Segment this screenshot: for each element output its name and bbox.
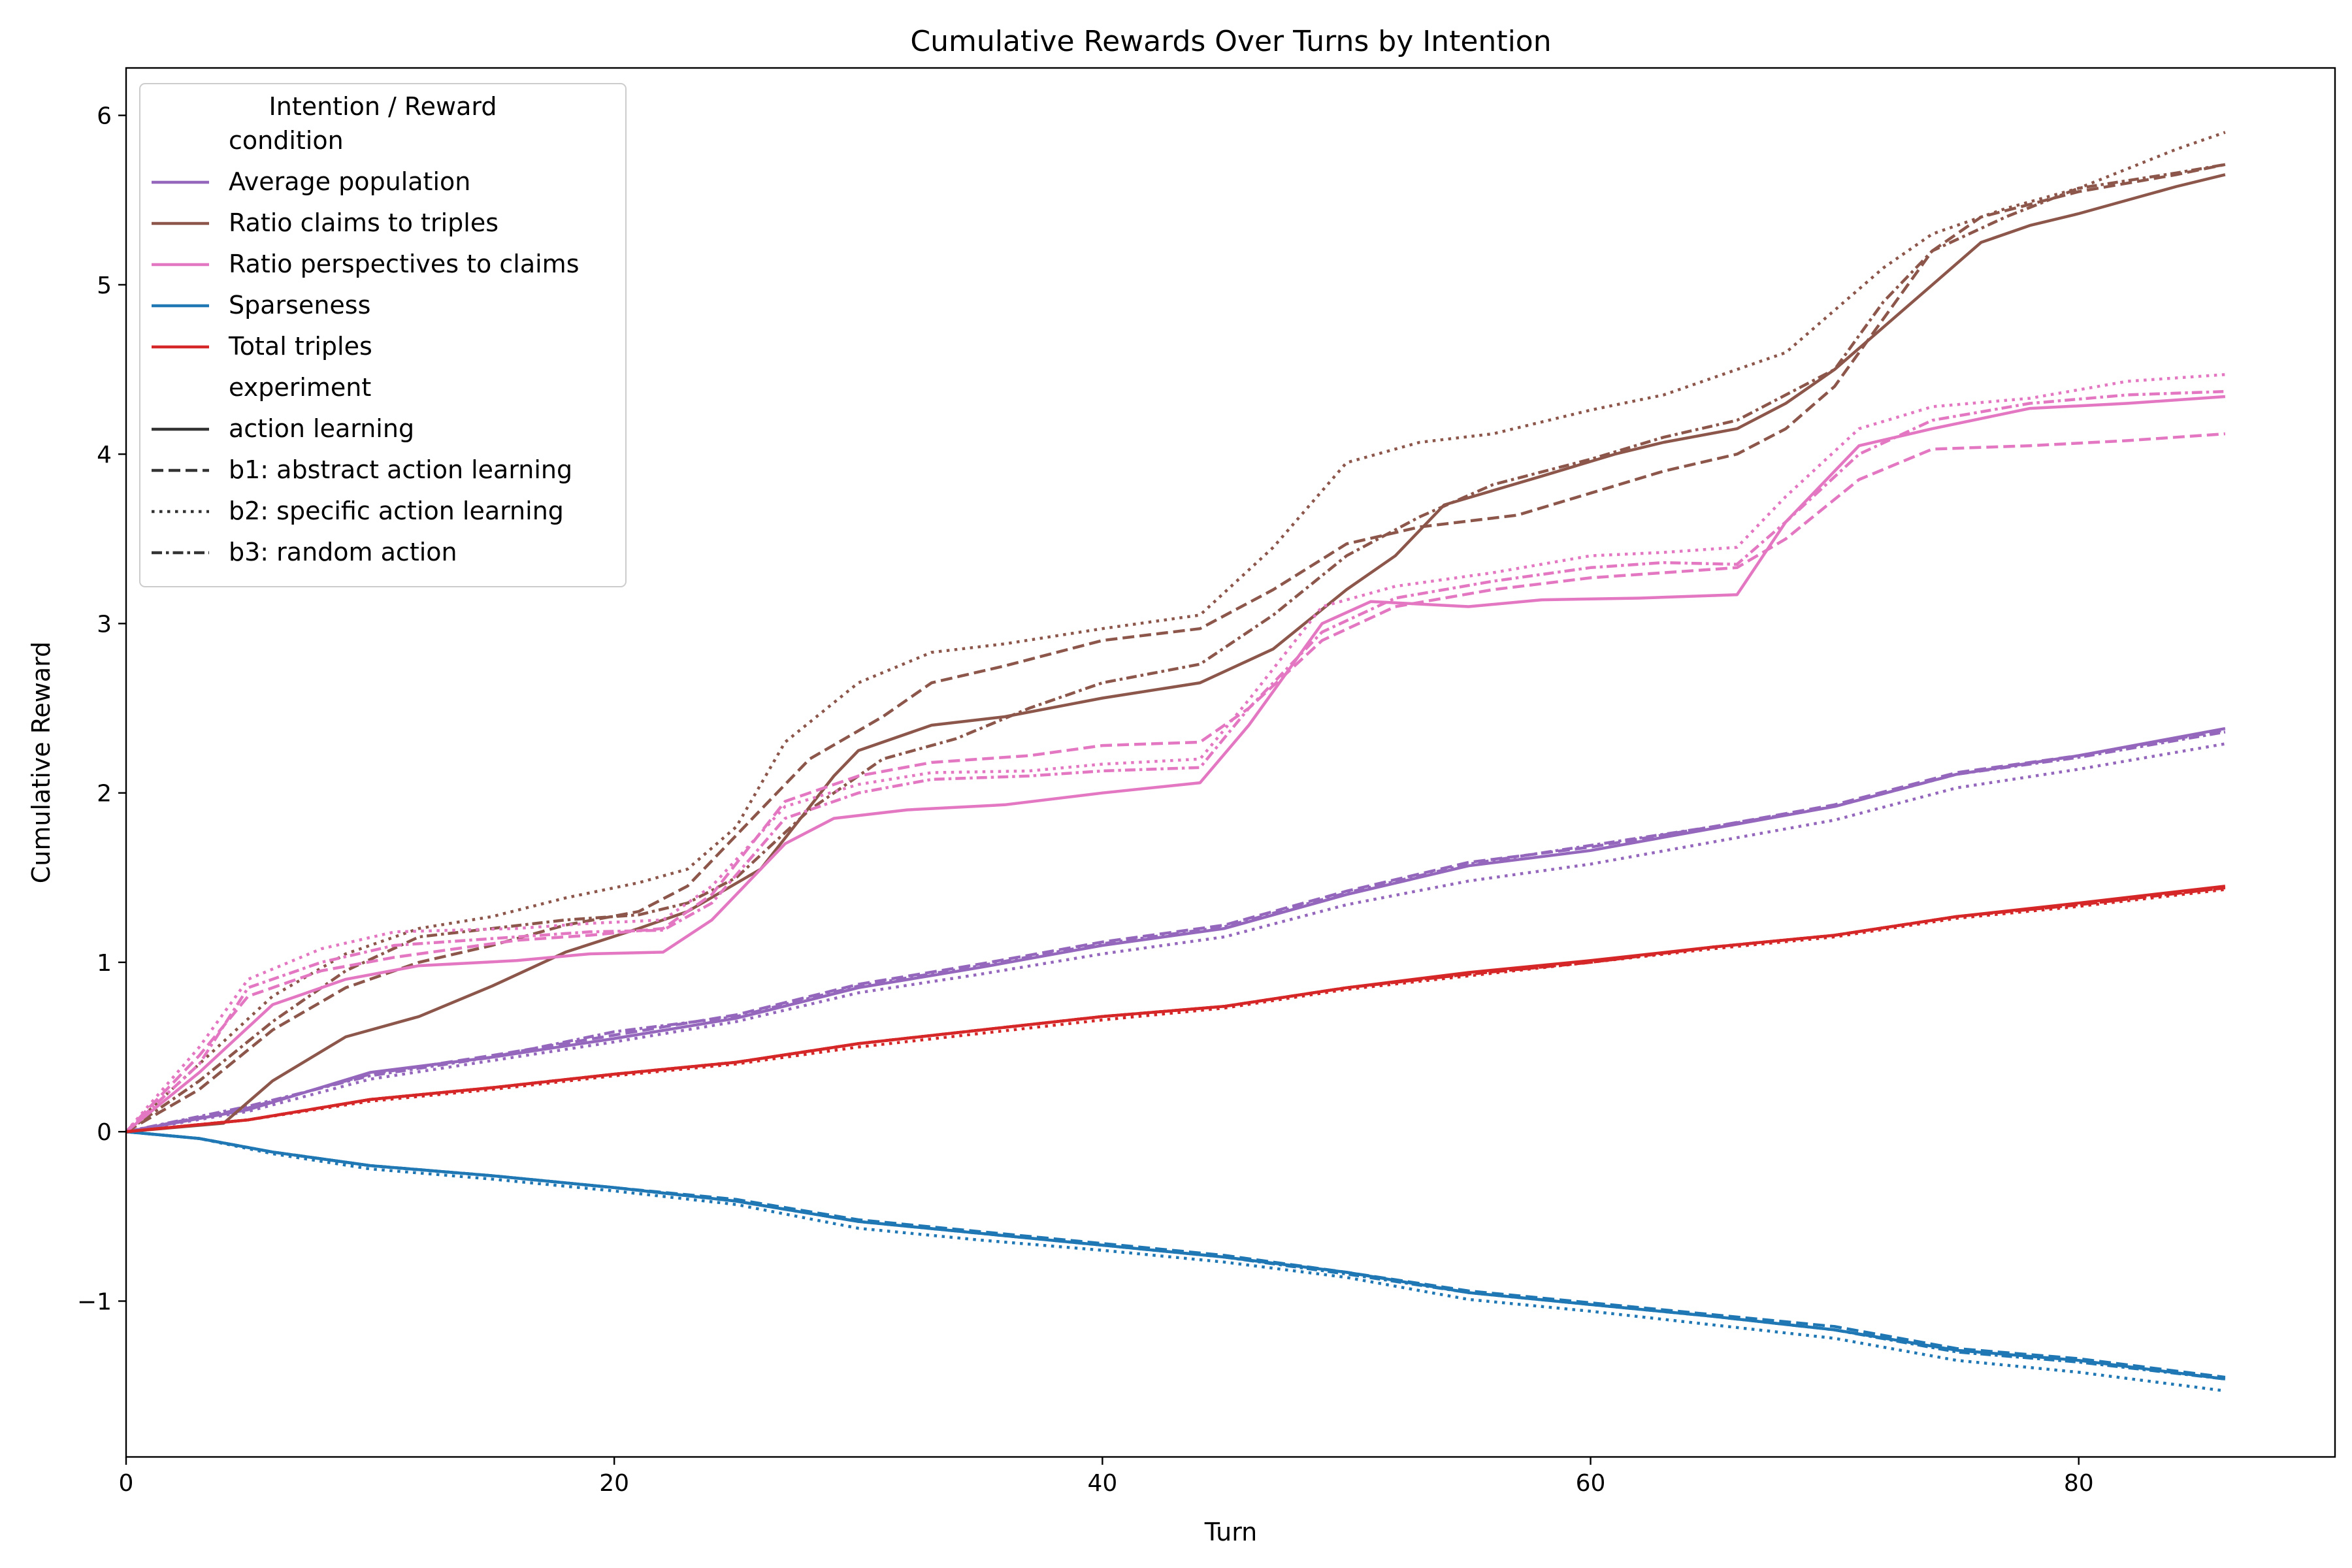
- legend: Intention / Reward condition Average popu…: [139, 83, 627, 587]
- y-tick-label: 3: [97, 611, 112, 638]
- x-axis-label: Turn: [1204, 1518, 1258, 1546]
- plot-frame: [125, 67, 2336, 1458]
- series-line-ratio-perspectives-to-claims-action-learning: [125, 395, 2226, 1133]
- y-tick-label: 6: [97, 103, 112, 130]
- series-line-ratio-claims-to-triples-action-learning: [125, 173, 2226, 1134]
- y-tick-label: 4: [97, 442, 112, 468]
- y-tick-label: 0: [97, 1119, 112, 1146]
- legend-label-ratio-claims-to-triples: Ratio claims to triples: [229, 208, 498, 237]
- legend-label-b2-specific-action-learning: b2: specific action learning: [229, 497, 564, 525]
- y-axis-label: Cumulative Reward: [27, 642, 56, 883]
- legend-title: Intention / Reward: [269, 92, 497, 121]
- y-tick-label: 1: [97, 950, 112, 977]
- series-line-total-triples-b3-random-action: [125, 886, 2226, 1134]
- series-line-sparseness-action-learning: [125, 1130, 2226, 1380]
- series-line-ratio-claims-to-triples-b1-abstract-action-learning: [125, 163, 2226, 1134]
- series-line-ratio-claims-to-triples-b2-specific-action-learning: [125, 131, 2226, 1133]
- legend-label-b3-random-action: b3: random action: [229, 538, 457, 566]
- x-tick-label: 60: [1576, 1470, 1606, 1497]
- legend-label-average-population: Average population: [229, 167, 470, 196]
- series-line-average-population-b2-specific-action-learning: [125, 742, 2226, 1134]
- series-line-average-population-b3-random-action: [125, 730, 2226, 1134]
- x-tick-label: 0: [119, 1470, 134, 1497]
- series-line-average-population-action-learning: [125, 727, 2226, 1134]
- x-tick-label: 20: [599, 1470, 629, 1497]
- series-line-sparseness-b1-abstract-action-learning: [125, 1130, 2226, 1379]
- series-line-total-triples-b2-specific-action-learning: [125, 888, 2226, 1134]
- legend-box: [139, 83, 627, 587]
- legend-label-b1-abstract-action-learning: b1: abstract action learning: [229, 455, 572, 484]
- chart-title: Cumulative Rewards Over Turns by Intenti…: [910, 25, 1551, 58]
- series-line-sparseness-b3-random-action: [125, 1130, 2226, 1380]
- x-tick-label: 80: [2064, 1470, 2094, 1497]
- series-line-average-population-b1-abstract-action-learning: [125, 728, 2226, 1134]
- y-tick-label: 5: [97, 272, 112, 299]
- legend-label-action-learning: action learning: [229, 414, 414, 443]
- legend-label-sparseness: Sparseness: [229, 291, 370, 319]
- x-axis: 0 20 40 60 80: [119, 1457, 2094, 1497]
- legend-label-total-triples: Total triples: [228, 332, 372, 361]
- legend-label-ratio-perspectives-to-claims: Ratio perspectives to claims: [229, 250, 580, 278]
- legend-header-experiment: experiment: [229, 373, 371, 402]
- series-line-ratio-perspectives-to-claims-b3-random-action: [125, 389, 2225, 1133]
- series-line-ratio-perspectives-to-claims-b1-abstract-action-learning: [125, 432, 2226, 1133]
- y-axis: −1 0 1 2 3 4 5 6: [77, 103, 126, 1315]
- plot-series: [125, 131, 2226, 1393]
- x-tick-label: 40: [1087, 1470, 1117, 1497]
- y-tick-label: 2: [97, 781, 112, 808]
- y-tick-label: −1: [77, 1288, 112, 1315]
- legend-header-condition: condition: [229, 126, 344, 155]
